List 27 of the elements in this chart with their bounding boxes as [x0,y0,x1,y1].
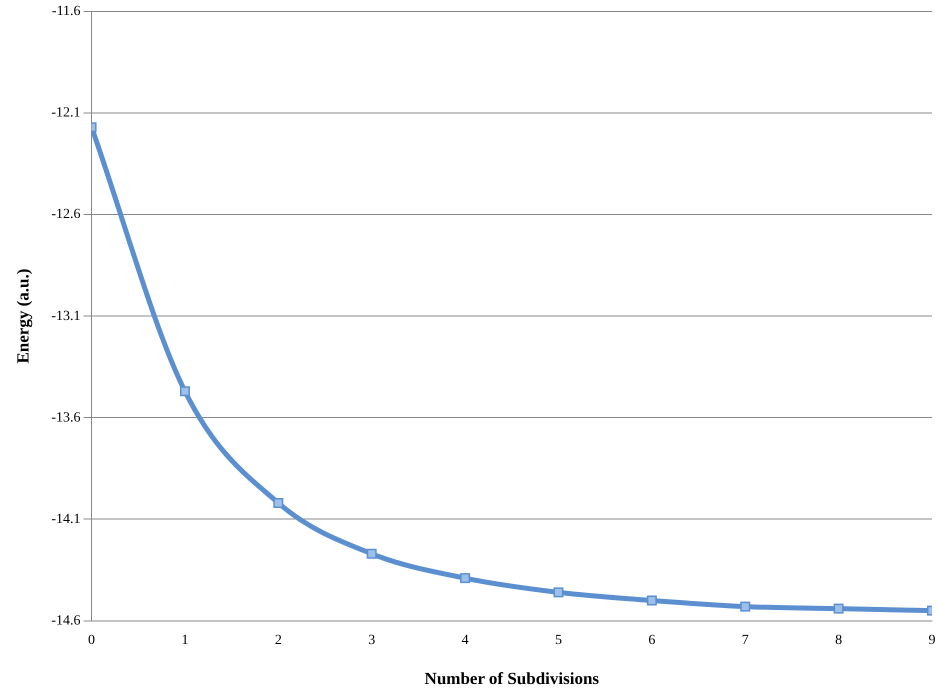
x-tick-label: 4 [462,632,469,648]
x-tick-label: 1 [181,632,188,648]
y-tick-label: -14.6 [51,613,81,628]
point [366,548,377,559]
x-tick-label: 7 [742,632,749,648]
y-tick-label: -14.1 [51,512,81,527]
x-tick-label: 0 [88,632,96,648]
y-axis-title: Energy (a.u.) [14,268,33,364]
y-tick-label: -13.1 [51,308,81,324]
y-tick-label: -13.6 [51,410,81,426]
point [460,573,470,584]
point [553,587,564,598]
point [180,386,190,396]
point [273,498,284,508]
point [834,604,844,614]
y-tick-label: -12.1 [51,106,81,121]
y-tick-label: -12.6 [51,207,81,222]
x-tick-label: 5 [554,632,562,648]
point [740,602,750,612]
x-tick-label: 3 [368,632,376,648]
x-tick-label: 8 [835,632,842,648]
x-tick-label: 2 [274,632,282,648]
y-tick-label: -11.6 [52,4,81,20]
x-tick-label: 9 [928,632,936,648]
x-tick-label: 6 [648,632,656,648]
x-axis-title: Number of Subdivisions [424,669,600,688]
point [646,595,657,606]
